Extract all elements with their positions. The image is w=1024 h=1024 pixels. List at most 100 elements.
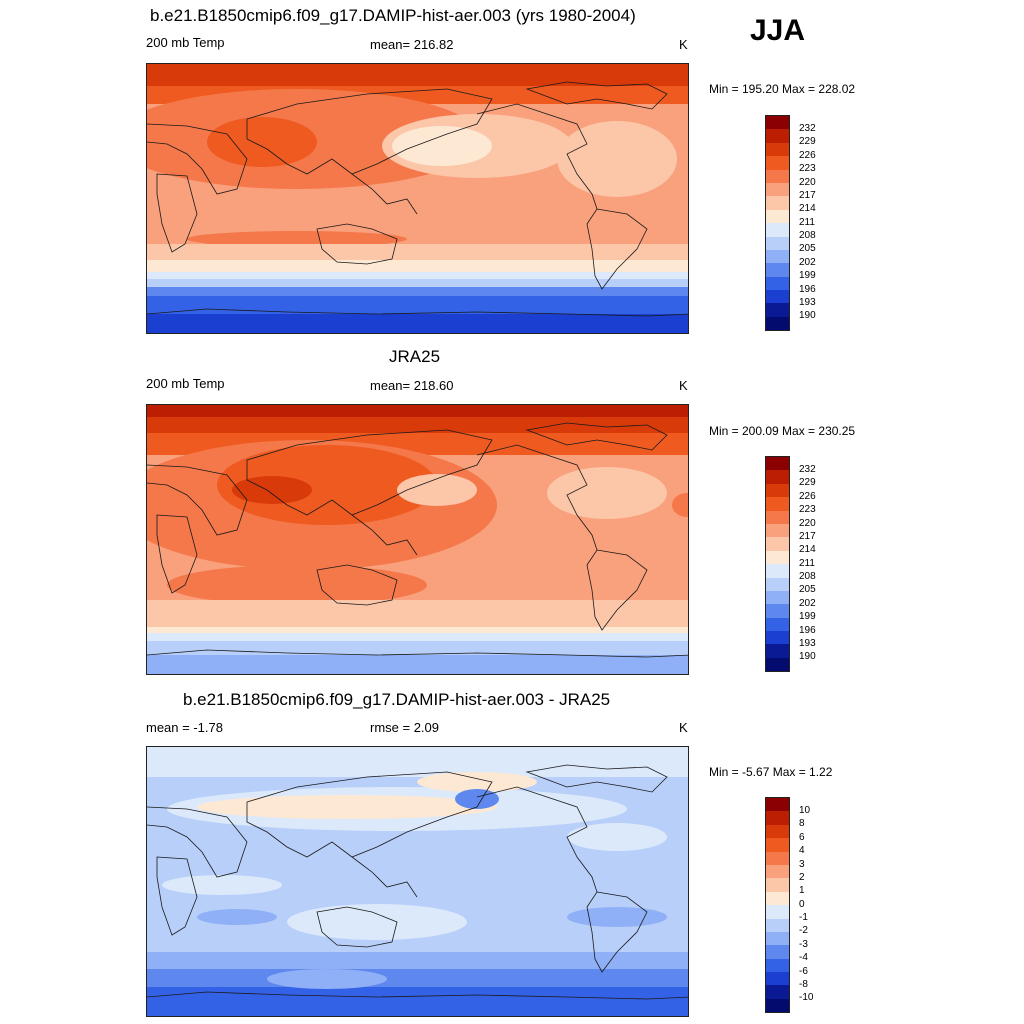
colorbar-swatch xyxy=(766,958,789,973)
panel-3-colorbar xyxy=(765,797,790,1014)
colorbar-tick-label: 202 xyxy=(799,257,816,268)
colorbar-tick-label: 8 xyxy=(799,818,805,829)
panel-2-mean-label: mean= 218.60 xyxy=(370,378,454,393)
panel-1-map xyxy=(146,63,689,334)
colorbar-tick-label: 217 xyxy=(799,531,816,542)
colorbar-swatch xyxy=(766,276,789,291)
colorbar-tick-label: 232 xyxy=(799,464,816,475)
colorbar-swatch xyxy=(766,116,789,130)
panel-1-title: b.e21.B1850cmip6.f09_g17.DAMIP-hist-aer.… xyxy=(150,6,636,25)
colorbar-swatch xyxy=(766,878,789,892)
panel-1-variable-label: 200 mb Temp xyxy=(146,35,225,50)
colorbar-swatch xyxy=(766,470,789,484)
colorbar-swatch xyxy=(766,931,789,946)
panel-2-units-label: K xyxy=(679,378,688,393)
colorbar-swatch xyxy=(766,249,789,264)
panel-3-rmse-label: rmse = 2.09 xyxy=(370,720,440,735)
colorbar-swatch xyxy=(766,838,789,852)
colorbar-tick-label: 1 xyxy=(799,885,805,896)
colorbar-swatch xyxy=(766,945,789,959)
colorbar-tick-label: 205 xyxy=(799,584,816,595)
panel-1-min-max: Min = 195.20 Max = 228.02 xyxy=(709,82,856,96)
colorbar-tick-label: 6 xyxy=(799,832,805,843)
colorbar-tick-label: 10 xyxy=(799,805,811,816)
colorbar-tick-label: 3 xyxy=(799,859,805,870)
colorbar-swatch xyxy=(766,236,789,250)
panel-1-mean-label: mean= 216.82 xyxy=(370,37,454,52)
colorbar-tick-label: 208 xyxy=(799,230,816,241)
colorbar-swatch xyxy=(766,550,789,565)
colorbar-swatch xyxy=(766,617,789,632)
colorbar-tick-label: -4 xyxy=(799,952,808,963)
panel-2-variable-label: 200 mb Temp xyxy=(146,376,225,391)
colorbar-tick-label: 2 xyxy=(799,872,805,883)
colorbar-tick-label: 223 xyxy=(799,163,816,174)
panel-3-min-max: Min = -5.67 Max = 1.22 xyxy=(709,765,833,779)
panel-3-units-label: K xyxy=(679,720,688,735)
panel-2-min-max: Min = 200.09 Max = 230.25 xyxy=(709,424,856,438)
colorbar-swatch xyxy=(766,497,789,511)
colorbar-tick-label: -2 xyxy=(799,925,808,936)
colorbar-swatch xyxy=(766,142,789,157)
panel-1-colorbar xyxy=(765,115,790,332)
colorbar-tick-label: 232 xyxy=(799,123,816,134)
colorbar-tick-label: -8 xyxy=(799,979,808,990)
panel-2-title: JRA25 xyxy=(389,347,441,366)
panel-3-map xyxy=(146,746,689,1017)
colorbar-swatch xyxy=(766,577,789,591)
colorbar-swatch xyxy=(766,129,789,143)
colorbar-tick-label: 220 xyxy=(799,177,816,188)
colorbar-swatch xyxy=(766,290,789,304)
colorbar-tick-label: 202 xyxy=(799,598,816,609)
colorbar-swatch xyxy=(766,824,789,839)
colorbar-tick-label: 205 xyxy=(799,243,816,254)
season-label: JJA xyxy=(750,14,806,47)
colorbar-tick-label: 211 xyxy=(799,558,815,569)
colorbar-tick-label: 229 xyxy=(799,136,816,147)
colorbar-swatch xyxy=(766,483,789,498)
colorbar-tick-label: 199 xyxy=(799,611,816,622)
panel-3-contour-map xyxy=(147,747,688,1016)
panel-1-contour-map xyxy=(147,64,688,333)
colorbar-swatch xyxy=(766,223,789,237)
colorbar-tick-label: -10 xyxy=(799,992,814,1003)
colorbar-swatch xyxy=(766,523,789,538)
colorbar-tick-label: 190 xyxy=(799,651,816,662)
colorbar-swatch xyxy=(766,316,789,331)
colorbar-swatch xyxy=(766,905,789,919)
colorbar-swatch xyxy=(766,209,789,224)
colorbar-swatch xyxy=(766,564,789,578)
colorbar-tick-label: -1 xyxy=(799,912,808,923)
panel-1-units-label: K xyxy=(679,37,688,52)
colorbar-tick-label: 193 xyxy=(799,638,816,649)
colorbar-swatch xyxy=(766,590,789,605)
colorbar-swatch xyxy=(766,657,789,672)
colorbar-swatch xyxy=(766,985,789,999)
colorbar-swatch xyxy=(766,303,789,317)
colorbar-swatch xyxy=(766,263,789,277)
colorbar-swatch xyxy=(766,196,789,210)
colorbar-swatch xyxy=(766,891,789,906)
colorbar-tick-label: 199 xyxy=(799,270,816,281)
colorbar-swatch xyxy=(766,182,789,197)
colorbar-tick-label: 190 xyxy=(799,310,816,321)
colorbar-swatch xyxy=(766,457,789,471)
colorbar-swatch xyxy=(766,864,789,879)
colorbar-tick-label: 214 xyxy=(799,203,816,214)
panel-2-colorbar xyxy=(765,456,790,673)
colorbar-tick-label: 193 xyxy=(799,297,816,308)
colorbar-swatch xyxy=(766,798,789,812)
colorbar-swatch xyxy=(766,851,789,865)
colorbar-tick-label: 0 xyxy=(799,899,805,910)
colorbar-tick-label: 211 xyxy=(799,217,815,228)
colorbar-tick-label: 229 xyxy=(799,477,816,488)
colorbar-swatch xyxy=(766,644,789,658)
colorbar-tick-label: 196 xyxy=(799,625,816,636)
colorbar-swatch xyxy=(766,169,789,183)
colorbar-tick-label: 223 xyxy=(799,504,816,515)
panel-3-title: b.e21.B1850cmip6.f09_g17.DAMIP-hist-aer.… xyxy=(183,690,611,709)
colorbar-tick-label: 4 xyxy=(799,845,805,856)
panel-3-mean-label: mean = -1.78 xyxy=(146,720,223,735)
colorbar-tick-label: 220 xyxy=(799,518,816,529)
colorbar-tick-label: 217 xyxy=(799,190,816,201)
